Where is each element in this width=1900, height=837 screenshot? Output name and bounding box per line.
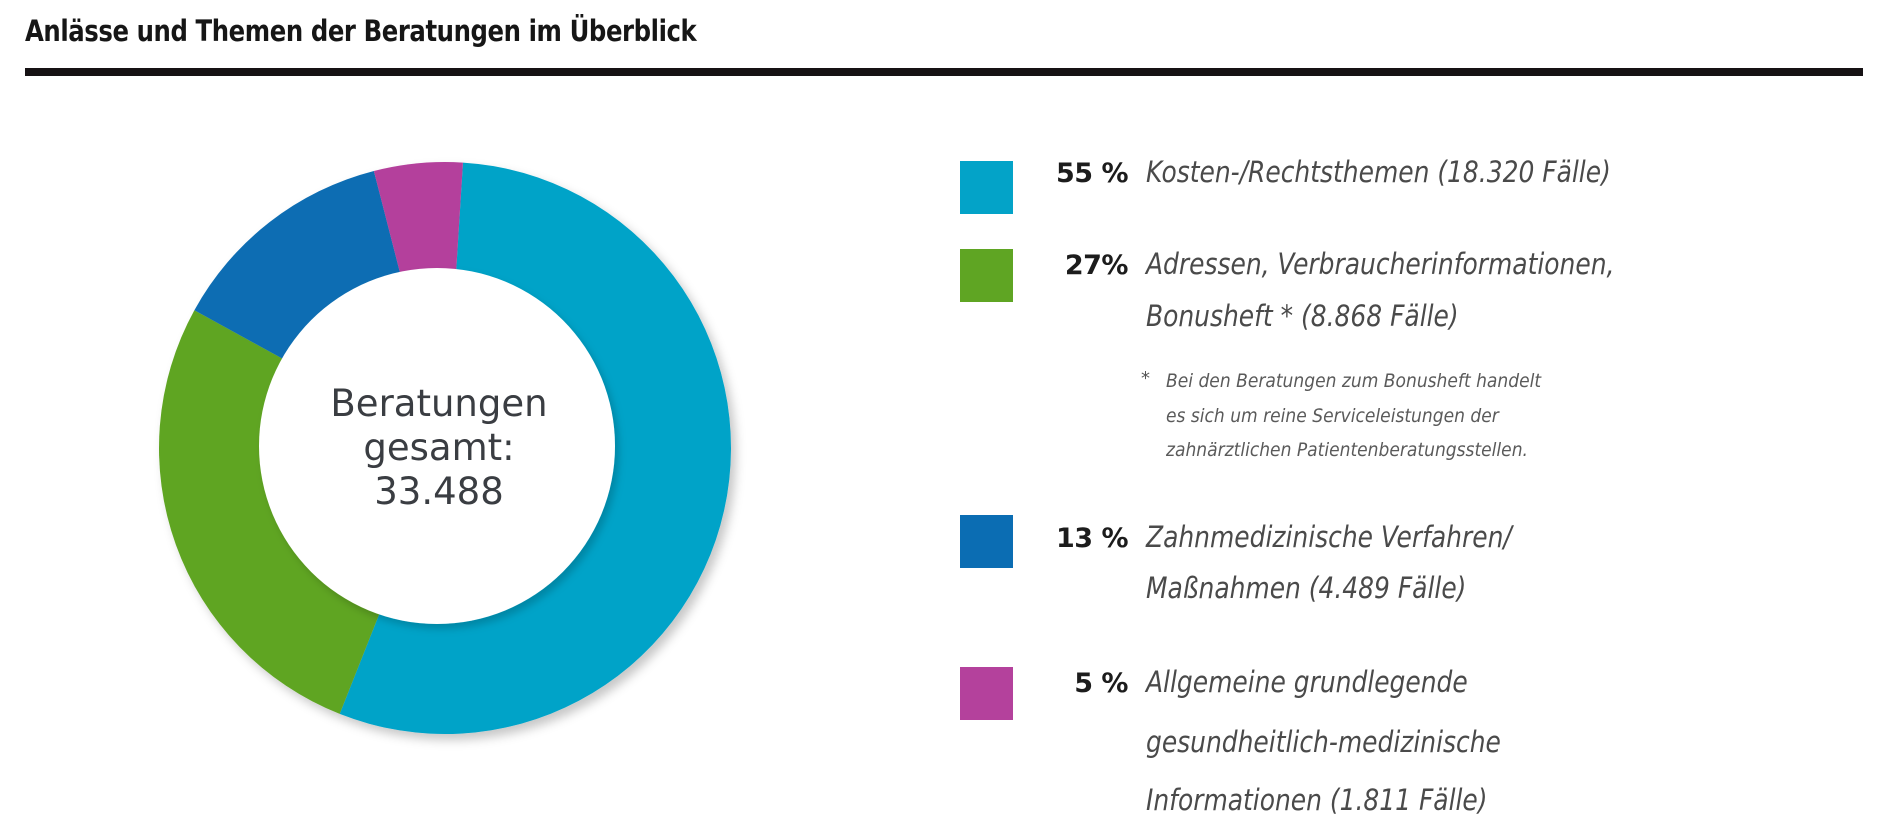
legend-swatch-adressen (960, 249, 1013, 302)
center-label-total: 33.488 (374, 470, 504, 513)
chart-title: Anlässe und Themen der Beratungen im Übe… (25, 14, 697, 48)
donut-hole (259, 268, 615, 624)
footnote-line-1: Bei den Beratungen zum Bonusheft handelt (1166, 370, 1542, 392)
legend-swatch-kosten (960, 161, 1013, 214)
legend-swatch-zahnmedizin (960, 515, 1013, 568)
center-label-line-1: Beratungen (330, 382, 548, 425)
legend-label-adressen-line-2: Bonusheft * (8.868 Fälle) (1146, 299, 1459, 333)
legend-label-allgemein-line-3: Informationen (1.811 Fälle) (1146, 783, 1488, 817)
legend-label-kosten: Kosten-/Rechtsthemen (18.320 Fälle) (1146, 155, 1611, 189)
footnote-line-3: zahnärztlichen Patientenberatungsstellen… (1166, 439, 1528, 461)
donut-center-label: Beratungen gesamt: 33.488 (289, 382, 589, 514)
legend-label-adressen-line-1: Adressen, Verbraucherinformationen, (1146, 247, 1615, 281)
legend-percent-adressen: 27% (1064, 250, 1129, 281)
legend-label-zahnmedizin-line-1: Zahnmedizinische Verfahren/ (1146, 520, 1512, 554)
legend-label-zahnmedizin-line-2: Maßnahmen (4.489 Fälle) (1146, 571, 1467, 605)
legend-label-allgemein-line-2: gesundheitlich-medizinische (1146, 725, 1501, 759)
footnote-marker: * (1141, 368, 1150, 389)
legend-percent-zahnmedizin: 13 % (1055, 523, 1129, 554)
title-rule (25, 68, 1863, 76)
legend-percent-allgemein: 5 % (1074, 668, 1128, 699)
legend-percent-kosten: 55 % (1055, 158, 1129, 189)
center-label-line-2: gesamt: (363, 426, 515, 469)
footnote-line-2: es sich um reine Serviceleistungen der (1166, 405, 1499, 427)
legend-swatch-allgemein (960, 667, 1013, 720)
legend-label-allgemein-line-1: Allgemeine grundlegende (1146, 665, 1468, 699)
